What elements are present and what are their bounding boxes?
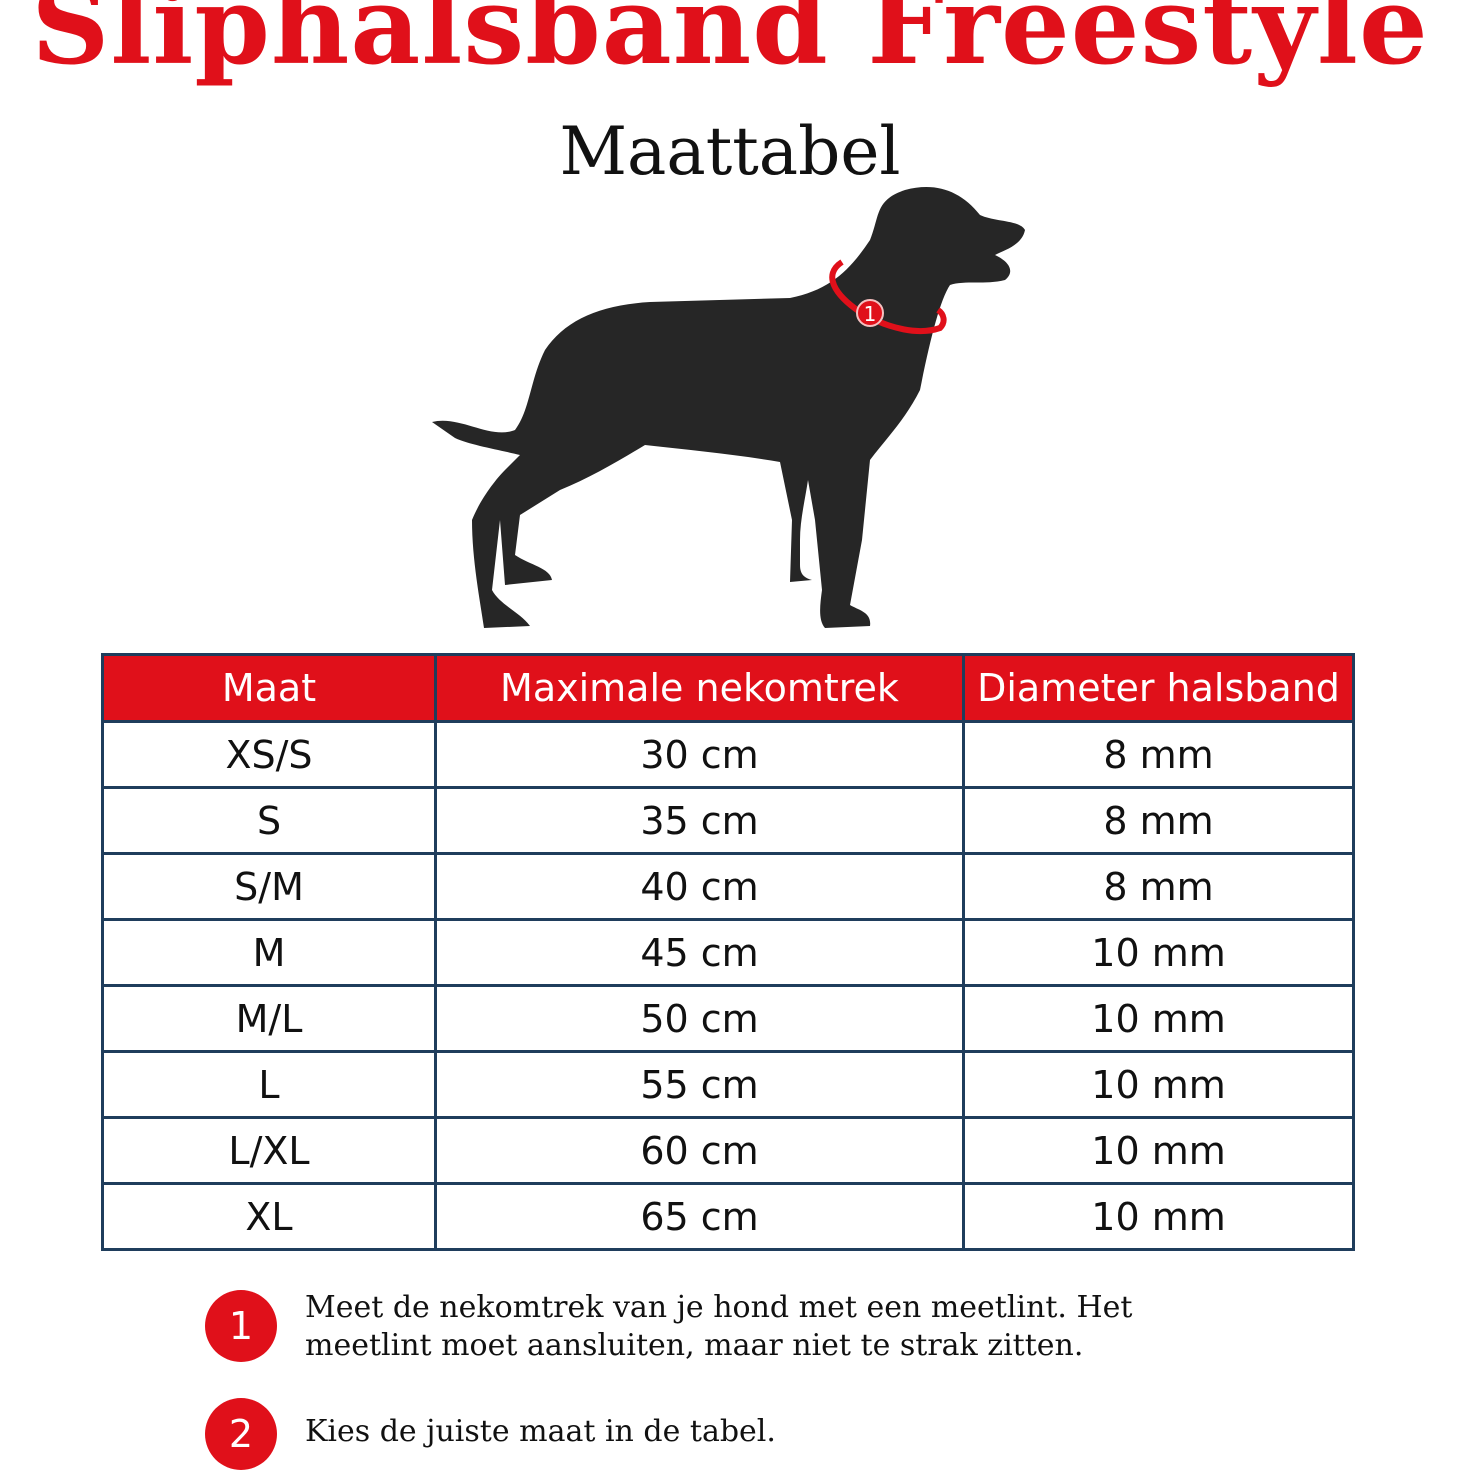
- size-table: Maat Maximale nekomtrek Diameter halsban…: [101, 653, 1355, 1251]
- step-2: 2 Kies de juiste maat in de tabel.: [205, 1398, 1165, 1470]
- cell-nekomtrek: 50 cm: [434, 984, 965, 1053]
- step-1: 1 Meet de nekomtrek van je hond met een …: [205, 1290, 1165, 1365]
- table-row: S 35 cm 8 mm: [101, 786, 1355, 855]
- header-nekomtrek: Maximale nekomtrek: [434, 653, 965, 723]
- cell-maat: S/M: [101, 852, 437, 921]
- cell-diameter: 8 mm: [962, 786, 1355, 855]
- table-row: XS/S 30 cm 8 mm: [101, 720, 1355, 789]
- cell-nekomtrek: 65 cm: [434, 1182, 965, 1251]
- cell-diameter: 8 mm: [962, 720, 1355, 789]
- page-title: Sliphalsband Freestyle: [31, 0, 1429, 89]
- cell-maat: M: [101, 918, 437, 987]
- table-row: M/L 50 cm 10 mm: [101, 984, 1355, 1053]
- table-row: L/XL 60 cm 10 mm: [101, 1116, 1355, 1185]
- step-text: Kies de juiste maat in de tabel.: [305, 1414, 776, 1449]
- header-maat: Maat: [101, 653, 437, 723]
- cell-diameter: 10 mm: [962, 1116, 1355, 1185]
- cell-maat: L/XL: [101, 1116, 437, 1185]
- cell-maat: XL: [101, 1182, 437, 1251]
- collar-marker: [856, 299, 884, 327]
- table-row: XL 65 cm 10 mm: [101, 1182, 1355, 1251]
- cell-maat: L: [101, 1050, 437, 1119]
- cell-nekomtrek: 55 cm: [434, 1050, 965, 1119]
- table-row: L 55 cm 10 mm: [101, 1050, 1355, 1119]
- dog-silhouette-icon: 1: [432, 187, 1025, 628]
- cell-nekomtrek: 30 cm: [434, 720, 965, 789]
- collar-marker-label: 1: [864, 302, 877, 326]
- cell-diameter: 10 mm: [962, 1182, 1355, 1251]
- cell-diameter: 10 mm: [962, 1050, 1355, 1119]
- page-subtitle: Maattabel: [559, 113, 901, 190]
- table-header-row: Maat Maximale nekomtrek Diameter halsban…: [101, 653, 1355, 723]
- cell-maat: S: [101, 786, 437, 855]
- dog-body: [432, 187, 1025, 628]
- step-number-badge: 1: [205, 1290, 277, 1362]
- table-row: S/M 40 cm 8 mm: [101, 852, 1355, 921]
- cell-nekomtrek: 35 cm: [434, 786, 965, 855]
- cell-diameter: 10 mm: [962, 918, 1355, 987]
- cell-nekomtrek: 60 cm: [434, 1116, 965, 1185]
- cell-nekomtrek: 45 cm: [434, 918, 965, 987]
- cell-maat: XS/S: [101, 720, 437, 789]
- header-diameter: Diameter halsband: [962, 653, 1355, 723]
- step-number-badge: 2: [205, 1398, 277, 1470]
- cell-maat: M/L: [101, 984, 437, 1053]
- cell-diameter: 8 mm: [962, 852, 1355, 921]
- collar: [829, 259, 947, 335]
- cell-diameter: 10 mm: [962, 984, 1355, 1053]
- step-text: Meet de nekomtrek van je hond met een me…: [305, 1290, 1133, 1363]
- table-row: M 45 cm 10 mm: [101, 918, 1355, 987]
- cell-nekomtrek: 40 cm: [434, 852, 965, 921]
